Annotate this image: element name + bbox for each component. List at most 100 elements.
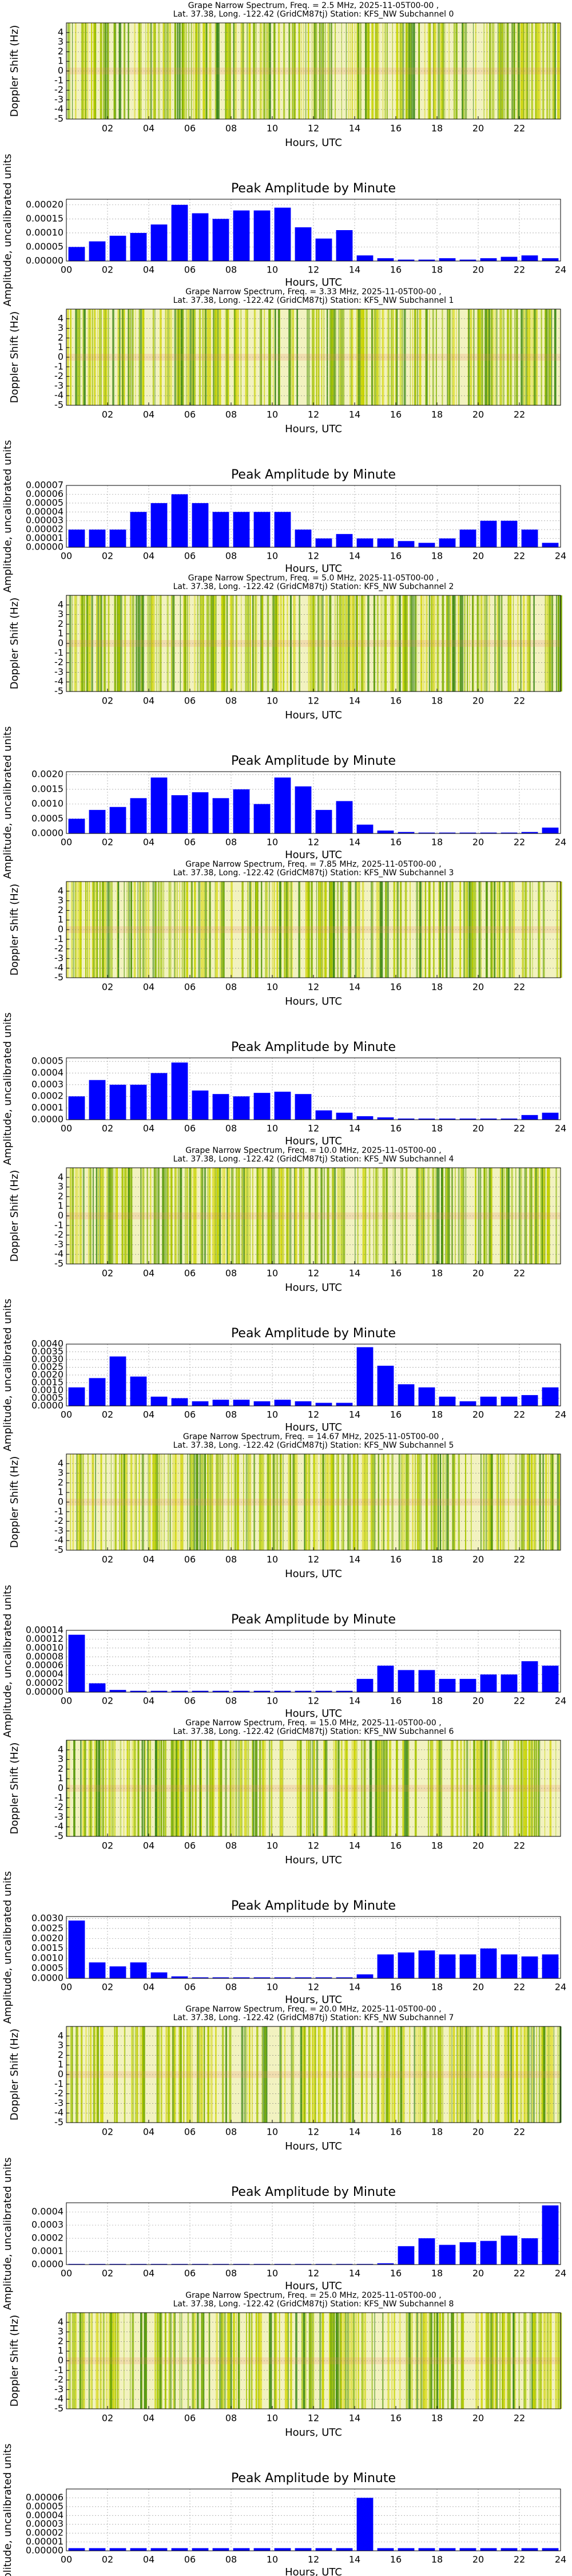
spectrum-stripe	[222, 882, 224, 978]
y-axis-label: Amplitude, uncalibrated units	[2, 440, 14, 593]
spectrum-stripe	[329, 2313, 332, 2409]
spectrum-stripe	[267, 595, 269, 692]
spectrum-stripe	[168, 2026, 170, 2123]
spectrum-stripe	[255, 2313, 257, 2409]
spectrum-stripe	[430, 2026, 433, 2123]
spectrum-stripe	[227, 2313, 229, 2409]
x-tick-label: 08	[225, 2413, 237, 2424]
y-tick-label: -2	[54, 2374, 63, 2385]
x-tick-label: 10	[267, 982, 278, 993]
x-tick-label: 06	[184, 264, 196, 275]
spectrum-stripe	[487, 1454, 490, 1550]
bar	[521, 832, 538, 833]
bar	[89, 1080, 106, 1120]
spectrum-stripe	[385, 882, 387, 978]
spectrum-stripe	[400, 882, 402, 978]
spectrum-stripe	[515, 2026, 518, 2123]
spectrum-stripe	[175, 1454, 178, 1550]
x-tick-label: 10	[267, 264, 278, 275]
spectrum-stripe	[468, 595, 470, 692]
spectrum-stripe	[181, 309, 184, 405]
spectrum-stripe	[252, 2026, 253, 2123]
spectrum-stripe	[370, 1740, 372, 1836]
bar	[459, 259, 476, 261]
spectrum-stripe	[133, 882, 136, 978]
x-tick-label: 10	[267, 837, 278, 848]
x-tick-label: 18	[431, 2268, 443, 2279]
spectrum-stripe	[407, 1740, 409, 1836]
spectrum-stripe	[320, 1454, 322, 1550]
spectrum-stripe	[301, 1168, 304, 1264]
y-tick-label: 0.0010	[31, 1953, 63, 1963]
spectrum-stripe	[168, 882, 170, 978]
y-tick-label: -5	[54, 1831, 63, 1842]
spectrum-stripe	[187, 1454, 188, 1550]
bar	[89, 1378, 106, 1406]
bar	[212, 1977, 229, 1978]
x-tick-label: 22	[514, 2127, 525, 2138]
spectrum-stripe	[423, 1168, 424, 1264]
spectrum-stripe	[129, 595, 132, 692]
spectrum-stripe	[153, 595, 156, 692]
x-tick-label: 18	[431, 409, 443, 420]
bar	[377, 2548, 394, 2551]
spectrum-stripe	[502, 882, 504, 978]
x-tick-label: 08	[225, 1554, 237, 1565]
spectrum-stripe	[402, 1168, 403, 1264]
spectrum-stripe	[215, 309, 218, 405]
bar	[377, 1117, 394, 1120]
spectrum-stripe	[150, 23, 152, 119]
spectrum-stripe	[271, 1740, 272, 1836]
y-tick-label: -3	[54, 2384, 63, 2395]
x-tick-label: 02	[102, 123, 113, 134]
x-tick-label: 08	[225, 1409, 237, 1420]
spectrum-stripe	[434, 1454, 435, 1550]
spectrum-stripe	[241, 2026, 244, 2123]
y-axis-label: Doppler Shift (Hz)	[9, 1170, 21, 1262]
spectrum-stripe	[177, 23, 178, 119]
bar	[459, 1401, 476, 1406]
bar	[480, 520, 497, 547]
spectrum-stripe	[354, 23, 356, 119]
spectrum-stripe	[199, 2026, 201, 2123]
bar	[542, 1387, 559, 1406]
spectrum-stripe	[436, 1740, 438, 1836]
spectrum-stripe	[396, 23, 399, 119]
spectrum-stripe	[404, 1740, 406, 1836]
spectrum-stripe	[474, 882, 476, 978]
x-tick-label: 06	[184, 982, 196, 993]
spectrum-stripe	[456, 2313, 458, 2409]
spectrum-stripe	[507, 1740, 509, 1836]
spectrum-stripe	[307, 1740, 310, 1836]
spectrum-stripe	[294, 23, 296, 119]
spectrum-stripe	[551, 595, 554, 692]
spectrum-stripe	[141, 595, 144, 692]
spectrum-stripe	[73, 1740, 76, 1836]
y-tick-label: -1	[54, 1506, 63, 1516]
bar	[459, 2242, 476, 2265]
spectrum-stripe	[250, 882, 252, 978]
spectrum-stripe	[246, 2313, 247, 2409]
spectrum-stripe	[535, 1168, 538, 1264]
spectrum-title: Grape Narrow Spectrum, Freq. = 10.0 MHz,…	[185, 1146, 441, 1155]
spectrum-stripe	[430, 1740, 433, 1836]
x-tick-label: 22	[514, 2554, 525, 2565]
x-tick-label: 08	[225, 982, 237, 993]
x-tick-label: 04	[143, 982, 154, 993]
bar	[89, 241, 106, 261]
spectrum-stripe	[230, 2313, 232, 2409]
plot-frame	[66, 485, 561, 548]
y-tick-label: 2	[58, 618, 63, 629]
spectrum-stripe	[311, 2313, 313, 2409]
spectrum-stripe	[462, 23, 463, 119]
x-tick-label: 04	[143, 1554, 154, 1565]
spectrum-stripe	[322, 23, 324, 119]
x-tick-label: 16	[390, 264, 402, 275]
spectrum-stripe	[545, 2313, 546, 2409]
y-tick-label: 0.0015	[31, 783, 63, 794]
spectrum-stripe	[549, 23, 551, 119]
spectrum-stripe	[298, 23, 300, 119]
spectrum-stripe	[221, 1168, 224, 1264]
plot-frame	[66, 881, 561, 978]
y-tick-label: 0.00008	[26, 1651, 63, 1662]
